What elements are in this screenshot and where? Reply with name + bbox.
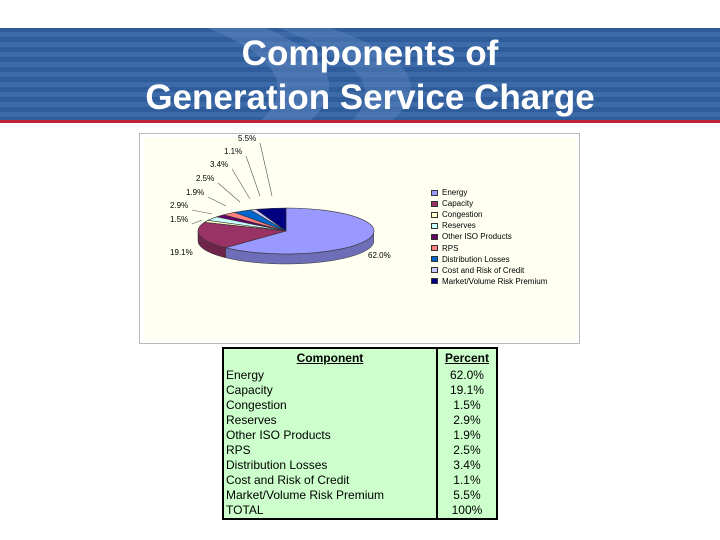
pie-slice: [197, 221, 287, 249]
row-component: RPS: [223, 443, 438, 458]
table-row: Market/Volume Risk Premium 5.5%: [223, 488, 497, 503]
row-percent: 1.1%: [453, 473, 481, 487]
slide-title: Components of Generation Service Charge: [0, 32, 720, 120]
legend-swatch: [431, 211, 438, 218]
pie-data-label: 2.5%: [196, 174, 214, 183]
table-row: Distribution Losses 3.4%: [223, 458, 497, 473]
legend-label: Other ISO Products: [442, 232, 512, 242]
legend-item: Reserves: [431, 220, 573, 231]
pie-data-label: 1.5%: [170, 215, 188, 224]
pie-leader-line: [191, 219, 203, 225]
row-component: Cost and Risk of Credit: [223, 473, 438, 488]
pie-data-label: 19.1%: [170, 248, 193, 257]
pie-slice: [255, 207, 287, 232]
table-header-row: Component Percent: [223, 348, 497, 368]
row-percent: 1.9%: [453, 428, 481, 442]
pie-data-label: 1.1%: [224, 147, 242, 156]
pie-chart-canvas: 62.0% 19.1% 1.5% 2.9% 1.9% 2.5% 3.4% 1.1% 5.5%: [144, 134, 577, 341]
legend-label: Congestion: [442, 210, 483, 220]
row-percent: 3.4%: [453, 458, 481, 472]
legend-item: Congestion: [431, 209, 573, 220]
legend-item: Other ISO Products: [431, 231, 573, 242]
row-component: Distribution Losses: [223, 458, 438, 473]
legend-swatch: [431, 256, 438, 263]
row-percent: 2.5%: [453, 443, 481, 457]
row-percent: 1.5%: [453, 398, 481, 412]
table-row: Capacity 19.1%: [223, 383, 497, 398]
row-percent: 5.5%: [453, 488, 481, 502]
header-component: Component: [223, 348, 438, 368]
component-table: Component Percent Energy 62.0% Capacity 19…: [222, 347, 498, 520]
legend-label: Capacity: [442, 199, 474, 209]
legend-label: Cost and Risk of Credit: [442, 265, 525, 275]
banner-pattern-graphic: [0, 28, 720, 120]
row-percent: 2.9%: [453, 413, 481, 427]
legend-swatch: [431, 267, 438, 274]
legend-item: Market/Volume Risk Premium: [431, 276, 573, 287]
pie-leader-line: [231, 168, 251, 200]
row-component: TOTAL: [223, 503, 438, 519]
legend-item: Cost and Risk of Credit: [431, 265, 573, 276]
legend-swatch: [431, 233, 438, 240]
pie-data-label: 5.5%: [238, 134, 256, 143]
legend-swatch: [431, 222, 438, 229]
slide-title-line-1: Components of: [241, 34, 499, 73]
table-row: Cost and Risk of Credit 1.1%: [223, 473, 497, 488]
banner-divider: [0, 120, 720, 123]
row-component: Congestion: [223, 398, 438, 413]
legend-label: Energy: [442, 188, 468, 198]
row-component: Capacity: [223, 383, 438, 398]
legend-swatch: [431, 278, 438, 285]
row-percent: 62.0%: [449, 368, 484, 382]
row-percent: 19.1%: [449, 383, 484, 397]
legend-label: RPS: [442, 243, 459, 253]
pie-leader-line: [191, 209, 213, 215]
title-banner: [0, 28, 720, 120]
table-row-total: TOTAL 100%: [223, 503, 497, 519]
pie-leader-line: [207, 196, 227, 207]
row-component: Energy: [223, 368, 438, 383]
table-row: Congestion 1.5%: [223, 398, 497, 413]
slide-title-line-2: Generation Service Charge: [145, 78, 595, 117]
legend-swatch: [431, 189, 438, 196]
pie-leader-line: [259, 142, 273, 197]
chart-legend: Energy Capacity Congestion Reserves Other IS…: [431, 187, 573, 287]
header-percent: Percent: [444, 350, 489, 365]
pie-slice: [224, 207, 375, 255]
table-row: Energy 62.0%: [223, 368, 497, 383]
legend-item: RPS: [431, 242, 573, 253]
pie-leader-line: [217, 182, 241, 203]
pie-leader-line: [245, 155, 261, 197]
legend-label: Market/Volume Risk Premium: [442, 276, 548, 286]
row-component: Other ISO Products: [223, 428, 438, 443]
table-row: Reserves 2.9%: [223, 413, 497, 428]
pie-data-label: 3.4%: [210, 160, 228, 169]
legend-label: Reserves: [442, 221, 476, 231]
row-component: Market/Volume Risk Premium: [223, 488, 438, 503]
legend-label: Distribution Losses: [442, 254, 510, 264]
legend-item: Distribution Losses: [431, 254, 573, 265]
table-row: RPS 2.5%: [223, 443, 497, 458]
legend-swatch: [431, 200, 438, 207]
legend-item: Capacity: [431, 198, 573, 209]
pie-data-label: 62.0%: [368, 251, 391, 260]
row-component: Reserves: [223, 413, 438, 428]
legend-swatch: [431, 245, 438, 252]
legend-item: Energy: [431, 187, 573, 198]
pie-data-label: 1.9%: [186, 188, 204, 197]
table-row: Other ISO Products 1.9%: [223, 428, 497, 443]
pie-data-label: 2.9%: [170, 201, 188, 210]
pie-chart: 62.0% 19.1% 1.5% 2.9% 1.9% 2.5% 3.4% 1.1% 5.5% E…: [139, 133, 580, 344]
row-percent: 100%: [451, 503, 483, 517]
